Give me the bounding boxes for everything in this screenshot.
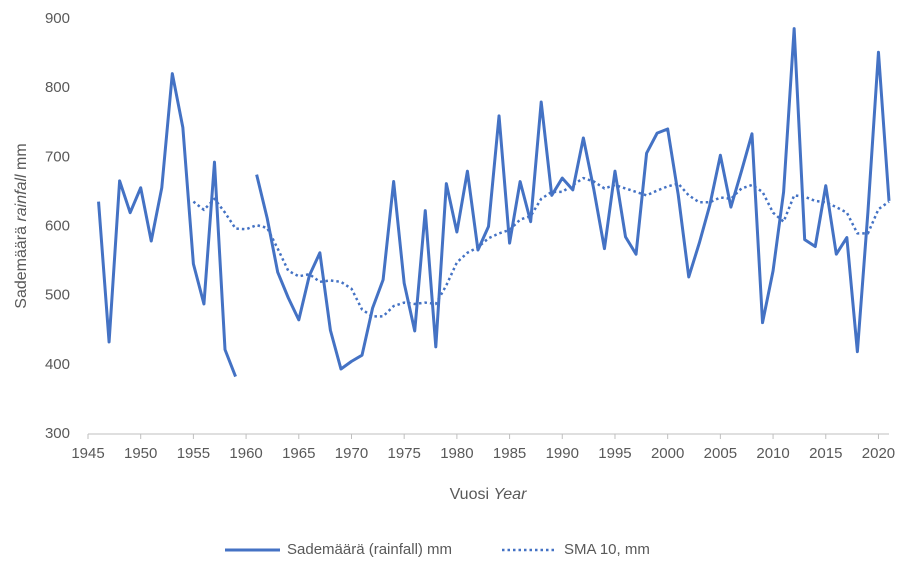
x-title-part: Year xyxy=(493,486,527,503)
y-tick-label: 800 xyxy=(45,79,70,96)
y-title-part: rainfall xyxy=(13,174,30,222)
line-series xyxy=(192,176,890,318)
y-tick-label: 700 xyxy=(45,148,70,165)
x-tick-label: 1995 xyxy=(598,445,631,462)
x-tick-label: 1980 xyxy=(440,445,473,462)
y-tick-label: 400 xyxy=(45,356,70,373)
x-tick-label: 1965 xyxy=(282,445,315,462)
x-tick-label: 2005 xyxy=(704,445,737,462)
x-tick-label: 1985 xyxy=(493,445,526,462)
x-tick-label: 1960 xyxy=(229,445,262,462)
x-tick-label: 2000 xyxy=(651,445,684,462)
y-title-part: Sademäärä xyxy=(13,226,30,309)
x-tick-label: 1970 xyxy=(335,445,368,462)
y-tick-label: 300 xyxy=(45,425,70,442)
x-tick-label: 1975 xyxy=(387,445,420,462)
y-title-part: mm xyxy=(13,143,30,170)
x-tick-label: 1945 xyxy=(71,445,104,462)
x-tick-label: 1950 xyxy=(124,445,157,462)
legend-label: Sademäärä (rainfall) mm xyxy=(287,541,452,558)
y-tick-label: 900 xyxy=(45,10,70,27)
x-tick-label: 1990 xyxy=(546,445,579,462)
legend-label: SMA 10, mm xyxy=(564,541,650,558)
x-axis-title: Vuosi Year xyxy=(450,486,527,503)
y-axis-title: Sademäärä rainfall mm xyxy=(13,143,30,308)
y-tick-label: 500 xyxy=(45,287,70,304)
x-tick-label: 2020 xyxy=(862,445,895,462)
line-series xyxy=(97,27,891,378)
y-tick-label: 600 xyxy=(45,217,70,234)
x-tick-label: 2015 xyxy=(809,445,842,462)
x-tick-label: 1955 xyxy=(177,445,210,462)
x-tick-label: 2010 xyxy=(756,445,789,462)
x-title-part: Vuosi xyxy=(450,486,489,503)
